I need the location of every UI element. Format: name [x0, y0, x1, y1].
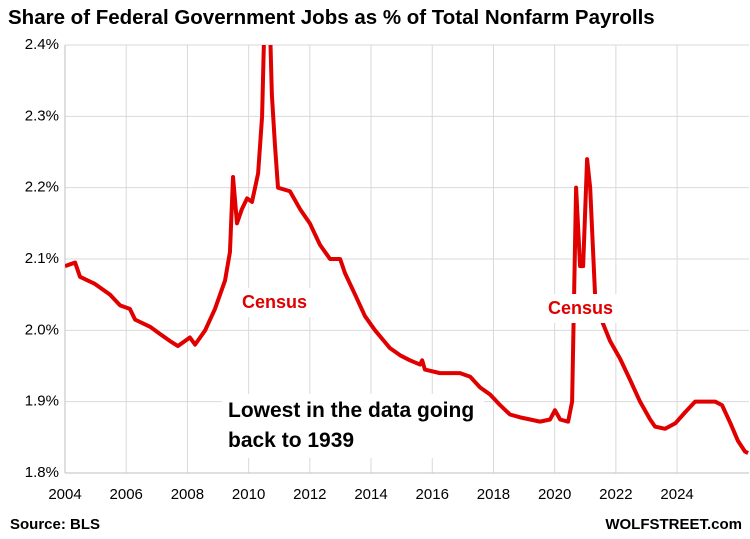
x-tick-label: 2014 [354, 486, 387, 503]
y-tick-label: 1.8% [25, 464, 59, 481]
x-tick-label: 2022 [599, 486, 632, 503]
annotation: Census [542, 294, 620, 323]
x-tick-label: 2018 [477, 486, 510, 503]
chart-title: Share of Federal Government Jobs as % of… [8, 6, 655, 29]
data-line [65, 45, 749, 455]
x-tick-label: 2020 [538, 486, 571, 503]
x-tick-label: 2004 [48, 486, 81, 503]
y-tick-label: 2.4% [25, 36, 59, 53]
x-tick-label: 2010 [232, 486, 265, 503]
x-tick-label: 2012 [293, 486, 326, 503]
x-tick-label: 2016 [416, 486, 449, 503]
annotation: Lowest in the data going back to 1939 [222, 394, 484, 458]
y-tick-label: 2.0% [25, 321, 59, 338]
x-tick-label: 2006 [110, 486, 143, 503]
x-tick-label: 2008 [171, 486, 204, 503]
y-tick-label: 2.2% [25, 179, 59, 196]
credit: WOLFSTREET.com [605, 516, 742, 533]
source: Source: BLS [10, 516, 101, 533]
annotation: Census [236, 288, 314, 317]
x-tick-label: 2024 [660, 486, 693, 503]
y-tick-label: 1.9% [25, 393, 59, 410]
y-tick-label: 2.3% [25, 107, 59, 124]
y-tick-label: 2.1% [25, 250, 59, 267]
